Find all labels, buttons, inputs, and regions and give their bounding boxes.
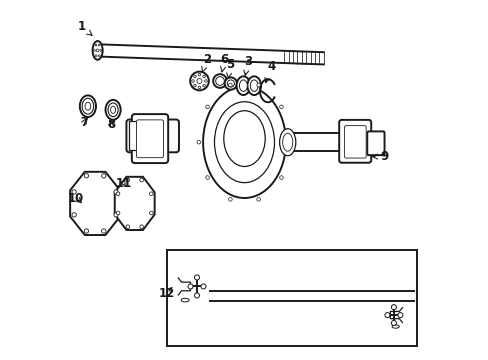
Text: 3: 3 xyxy=(244,55,252,75)
Circle shape xyxy=(197,78,202,84)
Circle shape xyxy=(114,213,118,217)
Circle shape xyxy=(397,312,402,318)
Bar xyxy=(167,250,416,346)
Circle shape xyxy=(126,225,129,229)
Ellipse shape xyxy=(236,76,250,95)
Circle shape xyxy=(201,284,205,289)
Circle shape xyxy=(98,55,100,57)
Ellipse shape xyxy=(250,80,258,91)
Text: 9: 9 xyxy=(372,150,388,163)
Circle shape xyxy=(198,73,201,76)
Circle shape xyxy=(187,284,193,289)
Circle shape xyxy=(205,105,209,109)
Circle shape xyxy=(384,312,389,318)
Circle shape xyxy=(149,192,153,195)
Circle shape xyxy=(95,55,97,57)
Ellipse shape xyxy=(391,325,399,328)
Circle shape xyxy=(102,229,106,233)
Circle shape xyxy=(72,190,76,194)
Ellipse shape xyxy=(213,74,226,88)
Text: 1: 1 xyxy=(78,21,92,35)
Text: 7: 7 xyxy=(80,116,88,129)
Ellipse shape xyxy=(247,76,261,95)
FancyBboxPatch shape xyxy=(339,120,370,163)
FancyBboxPatch shape xyxy=(366,131,384,155)
Circle shape xyxy=(390,320,396,325)
Ellipse shape xyxy=(224,77,237,90)
Text: 12: 12 xyxy=(159,287,175,300)
Circle shape xyxy=(194,275,199,280)
Circle shape xyxy=(102,174,106,178)
Circle shape xyxy=(114,190,118,194)
Circle shape xyxy=(197,140,200,144)
Circle shape xyxy=(95,44,97,46)
Ellipse shape xyxy=(110,106,115,113)
Ellipse shape xyxy=(282,133,292,151)
Circle shape xyxy=(256,83,260,87)
Circle shape xyxy=(205,176,209,179)
Circle shape xyxy=(116,192,120,195)
Circle shape xyxy=(140,178,143,182)
Text: 10: 10 xyxy=(68,192,84,204)
Circle shape xyxy=(116,211,120,215)
Polygon shape xyxy=(70,172,120,235)
Circle shape xyxy=(126,178,129,182)
Text: 6: 6 xyxy=(220,53,228,72)
Circle shape xyxy=(204,80,207,82)
Circle shape xyxy=(149,211,153,215)
Circle shape xyxy=(100,49,102,51)
FancyBboxPatch shape xyxy=(136,120,163,158)
Text: 4: 4 xyxy=(264,60,275,83)
Circle shape xyxy=(84,174,88,178)
Ellipse shape xyxy=(227,80,234,87)
Ellipse shape xyxy=(92,41,102,60)
Text: 5: 5 xyxy=(225,58,234,78)
Ellipse shape xyxy=(214,102,274,183)
Ellipse shape xyxy=(239,80,247,91)
Circle shape xyxy=(228,198,232,201)
Circle shape xyxy=(84,229,88,233)
Ellipse shape xyxy=(224,111,264,166)
Circle shape xyxy=(191,80,194,82)
Text: 2: 2 xyxy=(202,53,210,72)
Ellipse shape xyxy=(181,298,189,302)
Circle shape xyxy=(193,75,196,78)
Circle shape xyxy=(96,49,99,52)
Circle shape xyxy=(193,84,196,87)
Circle shape xyxy=(279,176,283,179)
FancyBboxPatch shape xyxy=(344,126,366,158)
Ellipse shape xyxy=(215,77,224,85)
Circle shape xyxy=(203,84,205,87)
Circle shape xyxy=(98,44,100,46)
Circle shape xyxy=(198,86,201,89)
Text: 8: 8 xyxy=(107,118,115,131)
Ellipse shape xyxy=(279,129,295,156)
Circle shape xyxy=(390,305,396,310)
Circle shape xyxy=(194,293,199,298)
Ellipse shape xyxy=(108,103,118,117)
Ellipse shape xyxy=(82,98,94,114)
Ellipse shape xyxy=(105,100,121,120)
Polygon shape xyxy=(115,177,154,230)
Circle shape xyxy=(72,213,76,217)
Bar xyxy=(129,121,138,150)
FancyBboxPatch shape xyxy=(126,120,179,152)
Circle shape xyxy=(279,105,283,109)
Circle shape xyxy=(288,140,291,144)
Circle shape xyxy=(203,75,205,78)
Ellipse shape xyxy=(190,72,208,90)
Ellipse shape xyxy=(203,86,285,198)
Ellipse shape xyxy=(80,95,96,117)
Circle shape xyxy=(140,225,143,229)
Circle shape xyxy=(256,198,260,201)
Text: 11: 11 xyxy=(116,177,132,190)
Circle shape xyxy=(228,83,232,87)
FancyBboxPatch shape xyxy=(132,114,168,163)
Ellipse shape xyxy=(85,102,91,110)
Circle shape xyxy=(93,49,95,51)
